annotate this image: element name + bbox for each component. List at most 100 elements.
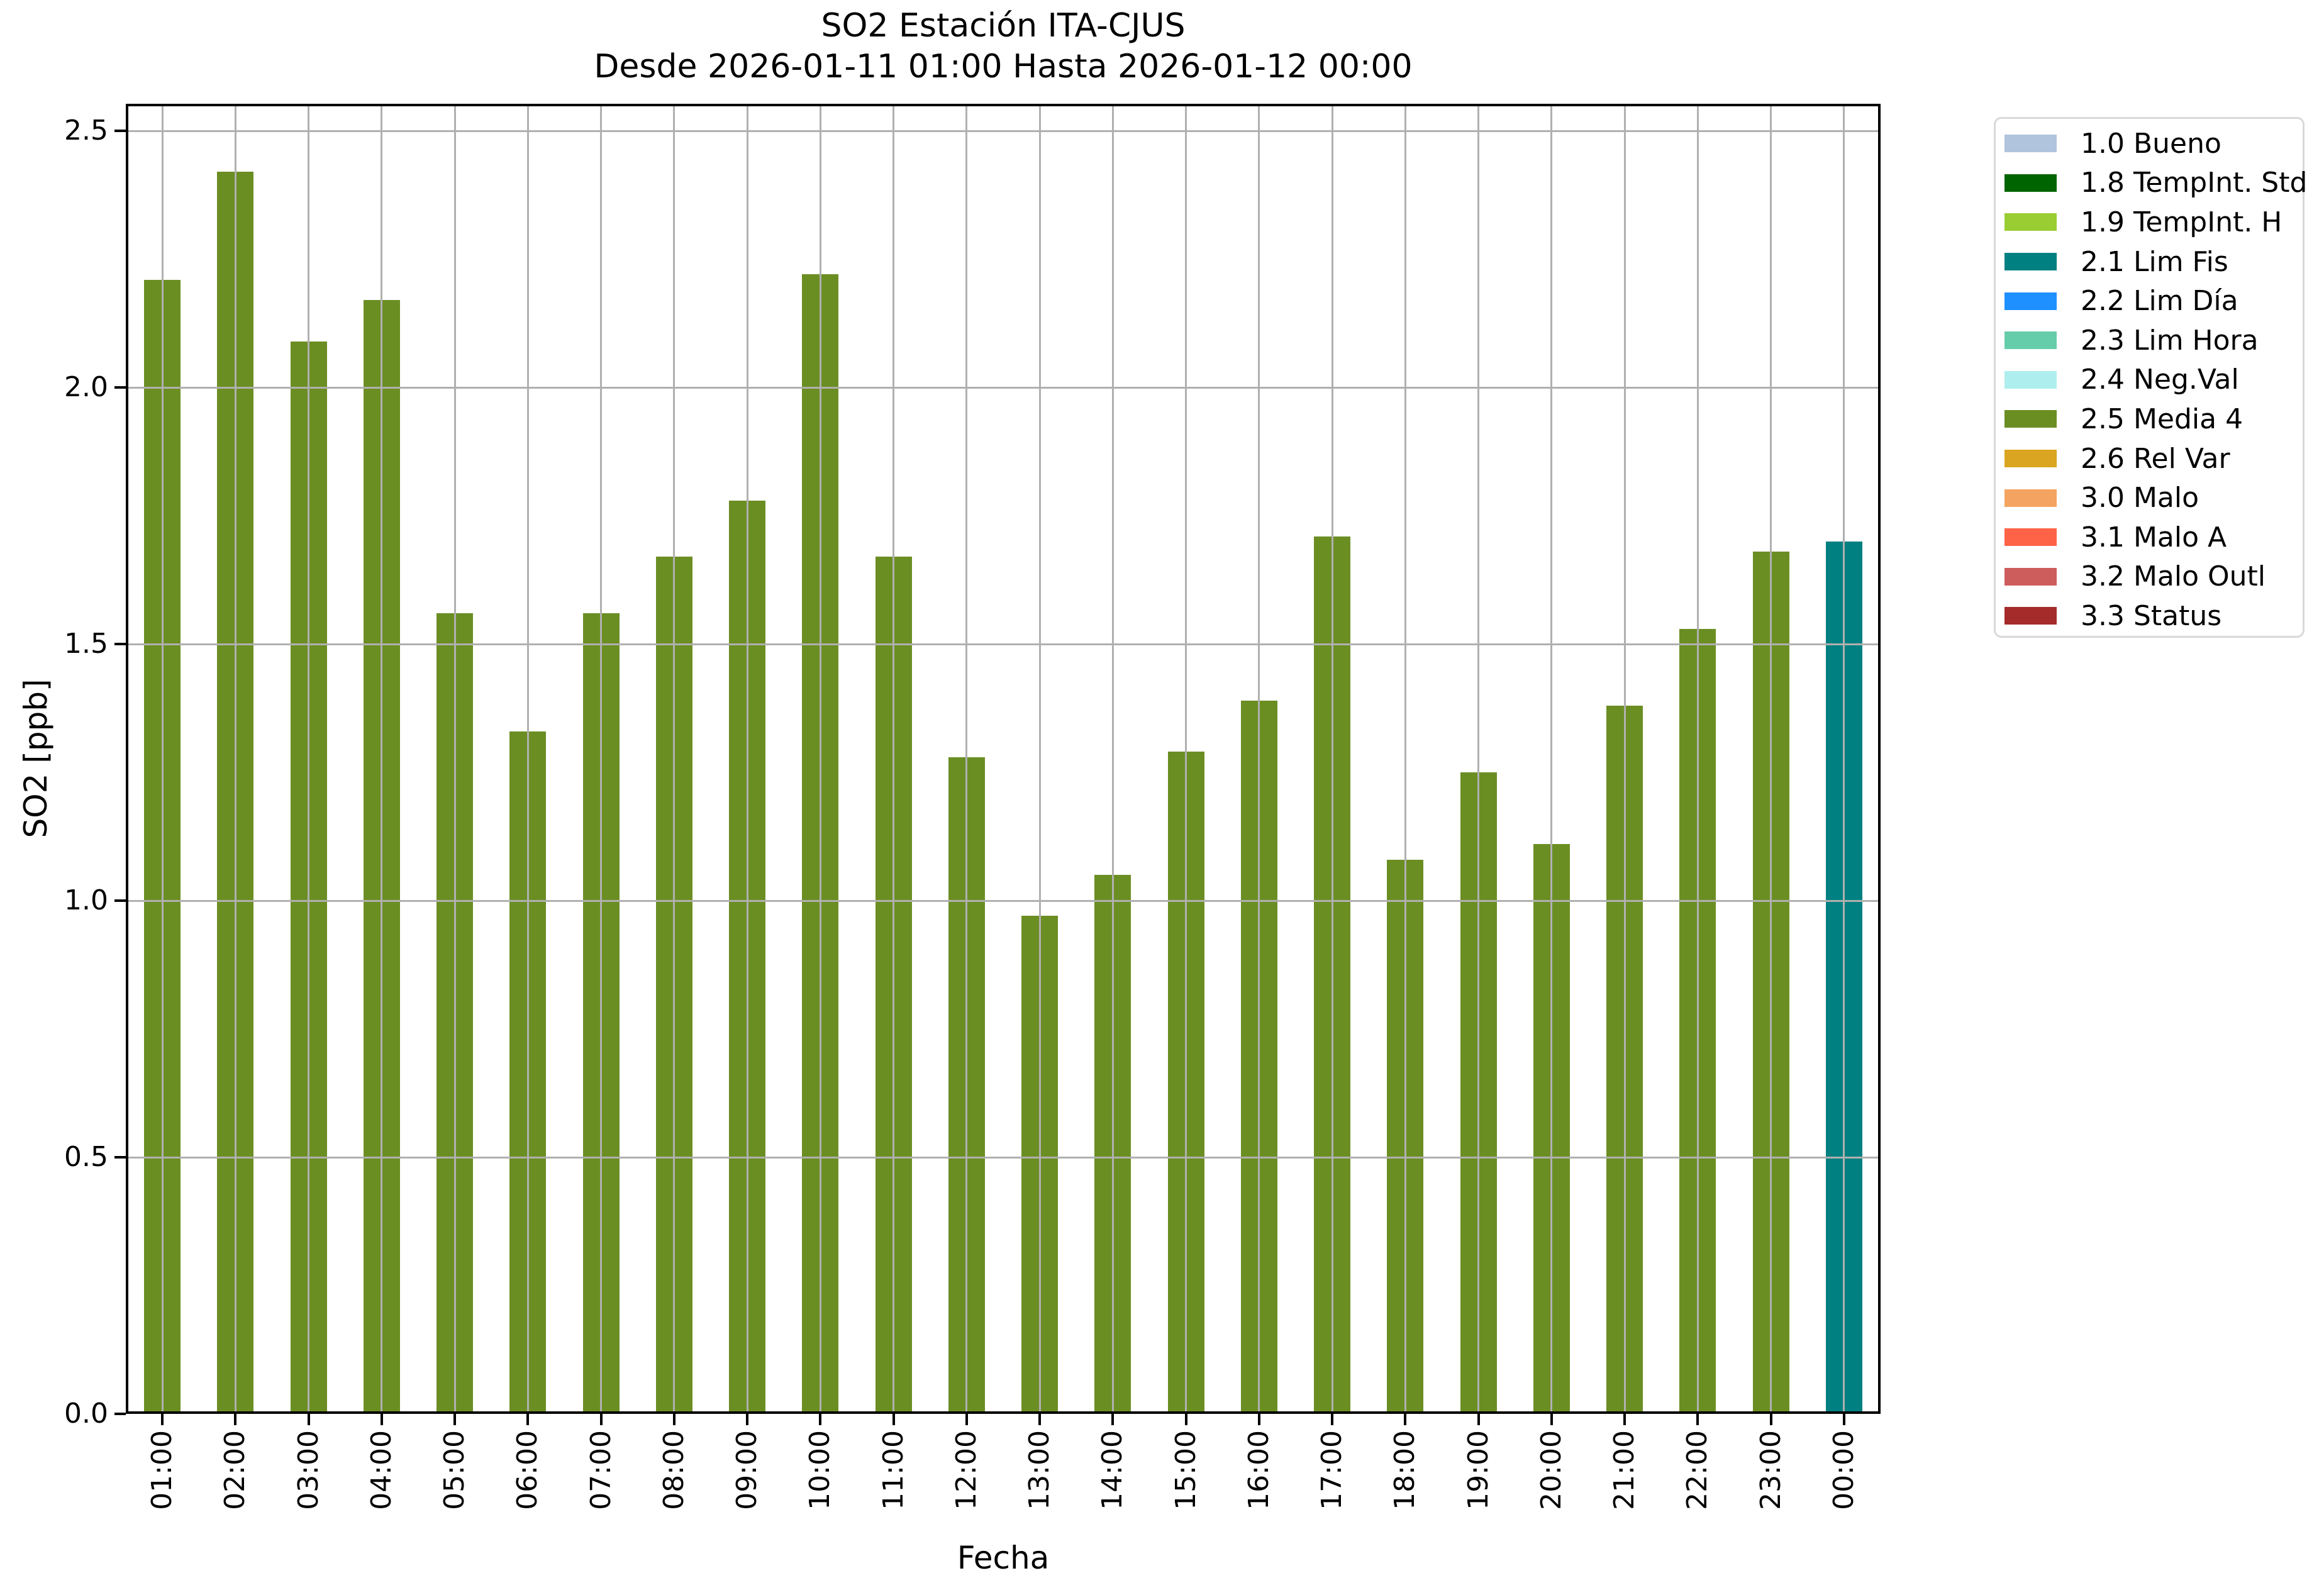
- y-tick-label: 1.0: [64, 884, 108, 916]
- legend-label: 3.2 Malo Outl: [2081, 560, 2266, 593]
- legend-label: 3.1 Malo A: [2081, 521, 2227, 553]
- x-tick: [1184, 1414, 1187, 1425]
- x-tick: [892, 1414, 895, 1425]
- gridline-horizontal: [126, 130, 1881, 132]
- x-tick-label-text: 06:00: [511, 1430, 544, 1510]
- x-tick-label-text: 02:00: [219, 1430, 252, 1510]
- gridline-vertical: [453, 104, 456, 1414]
- x-tick: [1477, 1414, 1480, 1425]
- gridline-horizontal: [126, 1156, 1881, 1159]
- legend-label: 1.8 TempInt. Std: [2081, 167, 2308, 199]
- y-tick-label: 2.5: [64, 114, 108, 147]
- gridline-vertical: [161, 104, 164, 1414]
- x-tick: [1331, 1414, 1334, 1425]
- x-tick: [599, 1414, 603, 1425]
- x-tick: [307, 1414, 310, 1425]
- x-tick-label-text: 23:00: [1754, 1430, 1787, 1510]
- y-tick: [114, 1413, 126, 1415]
- legend-item: 3.3 Status: [1996, 596, 2303, 636]
- x-tick: [819, 1414, 822, 1425]
- x-tick: [1111, 1414, 1115, 1425]
- x-tick-label-text: 03:00: [292, 1430, 325, 1510]
- legend-item: 1.9 TempInt. H: [1996, 203, 2303, 242]
- gridline-vertical: [1770, 104, 1772, 1414]
- gridline-vertical: [1111, 104, 1114, 1414]
- x-tick-label-text: 22:00: [1681, 1430, 1714, 1510]
- legend-item: 2.3 Lim Hora: [1996, 321, 2303, 360]
- gridline-vertical: [600, 104, 603, 1414]
- gridline-vertical: [965, 104, 968, 1414]
- x-tick-label-text: 20:00: [1535, 1430, 1567, 1510]
- x-tick: [746, 1414, 749, 1425]
- x-tick-label-text: 04:00: [365, 1430, 398, 1510]
- legend-label: 2.3 Lim Hora: [2081, 324, 2259, 357]
- x-tick: [161, 1414, 164, 1425]
- y-tick-label: 0.0: [64, 1398, 108, 1430]
- legend-item: 1.8 TempInt. Std: [1996, 164, 2307, 203]
- gridline-vertical: [1038, 104, 1041, 1414]
- legend-label: 2.4 Neg.Val: [2081, 364, 2239, 396]
- legend-item: 3.1 Malo A: [1996, 518, 2303, 557]
- legend-swatch: [2004, 331, 2057, 350]
- y-axis-label: SO2 [ppb]: [18, 679, 54, 838]
- gridline-vertical: [1696, 104, 1699, 1414]
- x-tick-label-text: 15:00: [1169, 1430, 1202, 1510]
- x-tick-label-text: 12:00: [950, 1430, 982, 1510]
- legend-label: 2.2 Lim Día: [2081, 285, 2238, 318]
- x-tick-label-text: 10:00: [804, 1430, 837, 1510]
- legend-swatch: [2004, 213, 2057, 231]
- legend-swatch: [2004, 489, 2057, 507]
- y-tick: [114, 899, 126, 902]
- x-tick: [1623, 1414, 1626, 1425]
- x-tick: [1842, 1414, 1845, 1425]
- y-tick: [114, 386, 126, 389]
- legend-swatch: [2004, 567, 2057, 586]
- gridline-vertical: [1477, 104, 1480, 1414]
- x-tick: [234, 1414, 237, 1425]
- legend-swatch: [2004, 450, 2057, 468]
- x-tick: [453, 1414, 457, 1425]
- plot-area: [126, 104, 1881, 1414]
- legend-label: 3.3 Status: [2081, 599, 2222, 632]
- y-tick-label: 1.5: [64, 628, 108, 660]
- legend-label: 1.9 TempInt. H: [2081, 206, 2282, 238]
- gridline-vertical: [1331, 104, 1333, 1414]
- legend-swatch: [2004, 370, 2057, 389]
- gridline-horizontal: [126, 643, 1881, 645]
- legend-swatch: [2004, 135, 2057, 153]
- x-axis-label: Fecha: [957, 1540, 1050, 1576]
- legend-label: 1.0 Bueno: [2081, 127, 2221, 160]
- x-tick-label-text: 14:00: [1096, 1430, 1129, 1510]
- legend-label: 2.1 Lim Fis: [2081, 245, 2228, 278]
- chart-title-block: SO2 Estación ITA-CJUS Desde 2026-01-11 0…: [126, 5, 1881, 87]
- x-tick: [1404, 1414, 1407, 1425]
- x-tick: [1038, 1414, 1042, 1425]
- x-tick: [965, 1414, 968, 1425]
- legend-label: 2.5 Media 4: [2081, 403, 2243, 435]
- legend-swatch: [2004, 528, 2057, 547]
- x-tick-label-text: 05:00: [438, 1430, 471, 1510]
- legend-swatch: [2004, 253, 2057, 271]
- y-tick-label: 2.0: [64, 371, 108, 403]
- legend-box: 1.0 Bueno 1.8 TempInt. Std 1.9 TempInt. H 2…: [1994, 117, 2307, 638]
- x-tick-label-text: 21:00: [1608, 1430, 1641, 1510]
- legend-item: 2.4 Neg.Val: [1996, 360, 2303, 400]
- gridline-horizontal: [126, 899, 1881, 902]
- x-tick: [1696, 1414, 1699, 1425]
- x-tick-label-text: 07:00: [584, 1430, 617, 1510]
- x-tick: [672, 1414, 676, 1425]
- legend-swatch: [2004, 410, 2057, 428]
- gridline-vertical: [1550, 104, 1553, 1414]
- gridline-vertical: [1843, 104, 1845, 1414]
- x-tick-label-text: 00:00: [1827, 1430, 1860, 1510]
- x-tick: [1550, 1414, 1553, 1425]
- chart-title: SO2 Estación ITA-CJUS: [821, 7, 1186, 45]
- y-axis-line: [126, 104, 128, 1414]
- x-tick: [380, 1414, 383, 1425]
- x-tick-label-text: 18:00: [1389, 1430, 1421, 1510]
- legend-label: 2.6 Rel Var: [2081, 442, 2230, 475]
- legend-swatch: [2004, 607, 2057, 625]
- legend-item: 2.1 Lim Fis: [1996, 242, 2303, 282]
- x-tick-label-text: 16:00: [1242, 1430, 1275, 1510]
